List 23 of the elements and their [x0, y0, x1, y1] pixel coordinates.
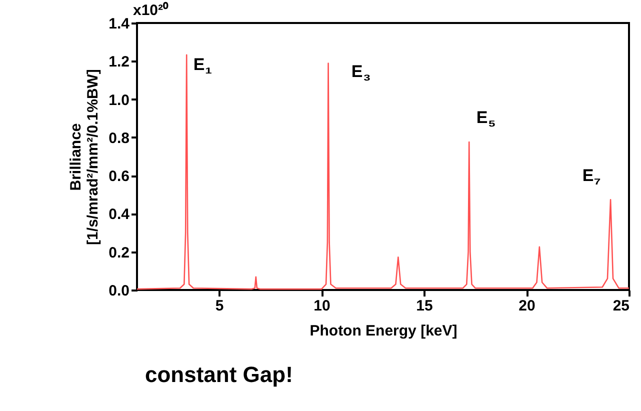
text: [1/s/mrad²/mm²/0.1%BW]: [84, 69, 102, 245]
x-axis-title: Photon Energy [keV]: [310, 322, 458, 340]
text: Brilliance: [68, 123, 85, 191]
text: constant Gap!: [145, 362, 293, 387]
y-tick-label: 1.0: [108, 92, 130, 109]
annotation: E₁: [193, 55, 212, 77]
x-tick-label: 5: [215, 298, 224, 314]
y-tick-label: 0.4: [108, 206, 130, 224]
y-tick-label: 0.0: [108, 282, 130, 300]
y-tick-label: 1.2: [108, 54, 130, 71]
x-tick-label: 10: [314, 298, 330, 314]
x-tick-label: 25: [612, 298, 630, 314]
line-series: [136, 54, 630, 290]
annotation: E₃: [351, 62, 371, 84]
annotation: E₅: [476, 108, 496, 130]
x-tick-label: 15: [416, 298, 433, 314]
y-tick-label: 0.2: [108, 244, 130, 262]
y-tick-label: 1.4: [108, 16, 130, 32]
annotation: E₇: [582, 166, 601, 188]
y-tick-label: 0.8: [108, 130, 130, 147]
x-tick-label: 20: [518, 298, 536, 314]
y-tick-label: 0.6: [108, 168, 130, 186]
text: x10²⁰: [133, 1, 170, 19]
